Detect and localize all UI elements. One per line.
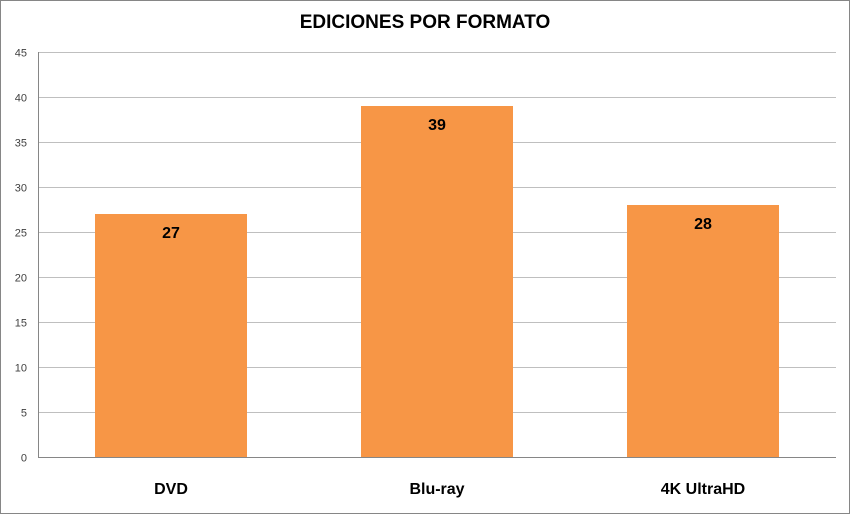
bar-dvd (95, 214, 247, 457)
x-category-label: DVD (154, 481, 188, 498)
y-tick-label: 45 (15, 48, 27, 60)
y-tick-label: 30 (15, 183, 27, 195)
y-tick-label: 25 (15, 228, 27, 240)
x-axis-categories: DVD Blu-ray 4K UltraHD (154, 481, 745, 498)
y-tick-label: 5 (21, 408, 27, 420)
data-label: 28 (694, 216, 712, 233)
x-category-label: 4K UltraHD (661, 481, 745, 498)
y-tick-label: 40 (15, 93, 27, 105)
y-tick-label: 35 (15, 138, 27, 150)
data-label: 39 (428, 117, 446, 134)
data-labels: 27 39 28 (162, 117, 712, 242)
bar-4k-ultrahd (627, 205, 779, 457)
chart-title: EDICIONES POR FORMATO (299, 12, 551, 33)
x-category-label: Blu-ray (409, 481, 464, 498)
bar-blu-ray (361, 106, 513, 457)
y-tick-label: 0 (21, 453, 27, 465)
y-axis-ticks: 0 5 10 15 20 25 30 35 40 45 (15, 48, 27, 465)
bars (95, 106, 779, 457)
y-tick-label: 15 (15, 318, 27, 330)
y-tick-label: 10 (15, 363, 27, 375)
data-label: 27 (162, 225, 180, 242)
y-tick-label: 20 (15, 273, 27, 285)
